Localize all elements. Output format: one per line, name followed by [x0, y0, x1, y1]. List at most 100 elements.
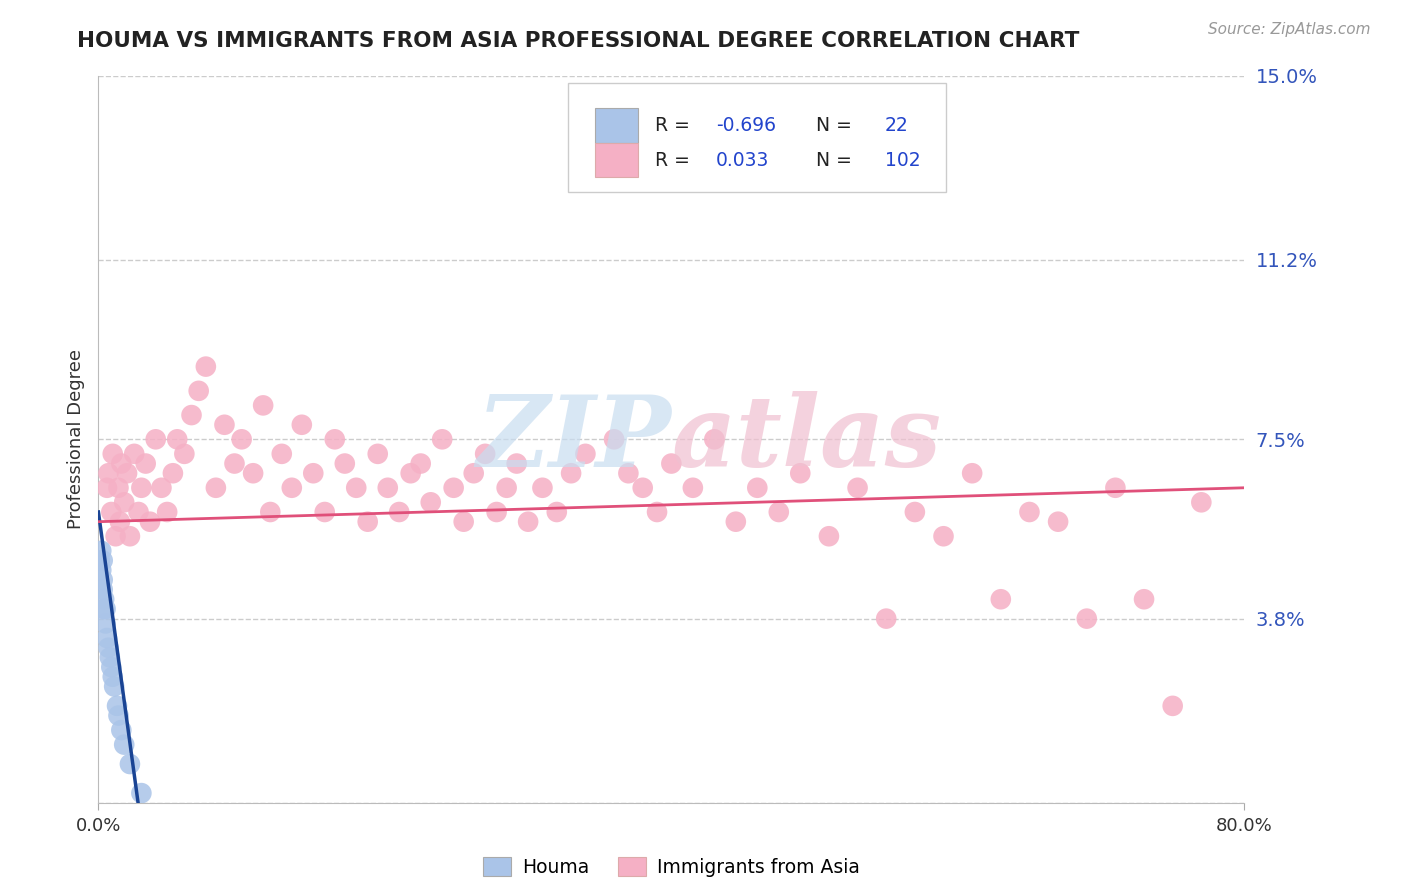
Point [131, 786, 153, 800]
Text: R =: R = [655, 116, 696, 135]
Point [89, 553, 111, 567]
Point [214, 417, 236, 432]
Point [96, 631, 118, 645]
Point [281, 481, 304, 495]
Point [252, 398, 274, 412]
Text: N =: N = [815, 116, 858, 135]
Point [768, 505, 790, 519]
Point [110, 457, 132, 471]
Point [180, 408, 202, 422]
Point [166, 432, 188, 446]
Point [560, 467, 582, 481]
Point [100, 505, 122, 519]
Text: -0.696: -0.696 [716, 116, 776, 135]
Point [443, 481, 465, 495]
Point [90, 563, 112, 577]
Point [388, 505, 411, 519]
Point [93, 592, 115, 607]
Point [242, 467, 264, 481]
Point [91, 553, 114, 567]
Point [631, 481, 654, 495]
Point [118, 529, 141, 543]
Text: N =: N = [815, 151, 858, 169]
Point [367, 447, 389, 461]
Point [97, 467, 120, 481]
Point [589, 141, 612, 155]
Point [110, 723, 132, 737]
Point [156, 505, 179, 519]
Point [1189, 495, 1212, 509]
Point [603, 432, 626, 446]
Point [108, 515, 131, 529]
Point [333, 457, 356, 471]
Text: 102: 102 [884, 151, 920, 169]
Point [100, 660, 122, 674]
Point [1161, 698, 1184, 713]
Point [150, 481, 173, 495]
Point [231, 432, 253, 446]
Point [98, 650, 121, 665]
Point [112, 738, 135, 752]
Point [960, 467, 983, 481]
Point [932, 529, 955, 543]
Point [531, 481, 554, 495]
Point [724, 515, 747, 529]
Point [409, 457, 432, 471]
Point [101, 670, 124, 684]
Point [574, 447, 596, 461]
Point [703, 432, 725, 446]
Point [91, 573, 114, 587]
Point [747, 481, 769, 495]
Text: atlas: atlas [672, 391, 942, 488]
Point [103, 680, 125, 694]
Point [904, 505, 927, 519]
Point [101, 447, 124, 461]
Point [430, 432, 453, 446]
Point [377, 481, 399, 495]
Point [162, 467, 184, 481]
Point [194, 359, 217, 374]
Point [107, 708, 129, 723]
Point [224, 457, 246, 471]
Text: 22: 22 [884, 116, 908, 135]
Point [463, 467, 485, 481]
Point [1047, 515, 1070, 529]
Point [205, 481, 228, 495]
Point [96, 481, 118, 495]
Text: 0.033: 0.033 [716, 151, 769, 169]
Point [1104, 481, 1126, 495]
Point [91, 582, 114, 597]
Text: Source: ZipAtlas.com: Source: ZipAtlas.com [1208, 22, 1371, 37]
Point [661, 457, 683, 471]
Point [145, 432, 167, 446]
Point [399, 467, 422, 481]
FancyBboxPatch shape [568, 83, 946, 192]
FancyBboxPatch shape [595, 108, 638, 143]
Point [270, 447, 292, 461]
Point [846, 481, 869, 495]
Point [107, 481, 129, 495]
Point [485, 505, 508, 519]
Point [453, 515, 475, 529]
Point [131, 481, 153, 495]
Point [990, 592, 1012, 607]
Text: ZIP: ZIP [477, 391, 672, 488]
Point [94, 602, 117, 616]
FancyBboxPatch shape [595, 143, 638, 178]
Point [818, 529, 841, 543]
Point [546, 505, 568, 519]
Point [139, 515, 162, 529]
Point [97, 640, 120, 655]
Point [104, 529, 127, 543]
Point [128, 505, 150, 519]
Point [517, 515, 540, 529]
Point [122, 447, 145, 461]
Point [682, 481, 704, 495]
Point [135, 457, 157, 471]
Point [118, 757, 141, 772]
Y-axis label: Professional Degree: Professional Degree [66, 350, 84, 529]
Point [94, 616, 117, 631]
Point [1018, 505, 1040, 519]
Point [645, 505, 668, 519]
Point [789, 467, 811, 481]
